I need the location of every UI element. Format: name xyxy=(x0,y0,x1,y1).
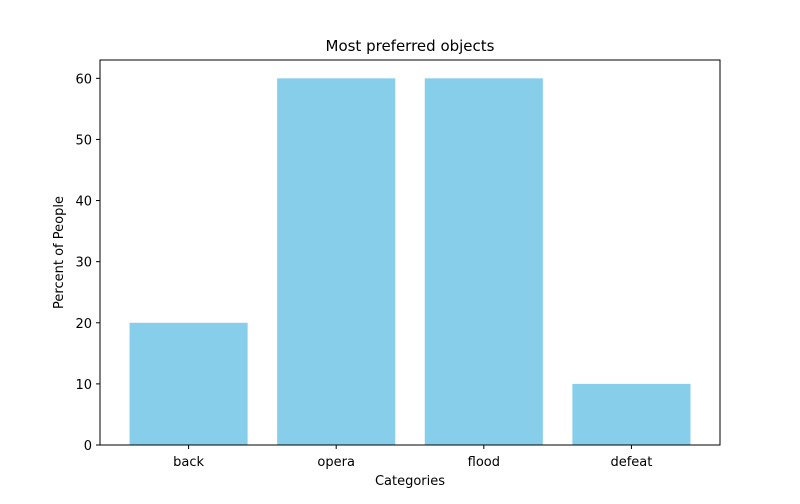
axes-group xyxy=(99,59,721,446)
bar-opera xyxy=(277,78,396,445)
bar-flood xyxy=(424,78,543,445)
y-tick-label: 20 xyxy=(75,317,92,332)
x-axis-label: Categories xyxy=(375,474,445,489)
x-tick-label: flood xyxy=(468,455,500,470)
bar-back xyxy=(129,322,248,445)
y-tick-label: 30 xyxy=(75,256,92,271)
y-tick-label: 40 xyxy=(75,195,92,210)
x-tick-label: back xyxy=(173,455,204,470)
y-axis-label: Percent of People xyxy=(52,196,67,309)
x-tick-label: opera xyxy=(317,455,355,470)
bars-group xyxy=(129,78,691,445)
y-tick-label: 50 xyxy=(75,133,92,148)
plot-frame xyxy=(99,59,721,446)
x-tick-label: defeat xyxy=(610,455,652,470)
y-ticks-group: 0 10 20 30 40 50 60 xyxy=(75,72,100,454)
y-tick-label: 0 xyxy=(84,439,92,454)
y-tick-label: 10 xyxy=(75,378,92,393)
bar-defeat xyxy=(572,383,691,445)
y-tick-label: 60 xyxy=(75,72,92,87)
x-ticks-group: back opera flood defeat xyxy=(173,445,652,470)
chart-title: Most preferred objects xyxy=(326,37,495,55)
